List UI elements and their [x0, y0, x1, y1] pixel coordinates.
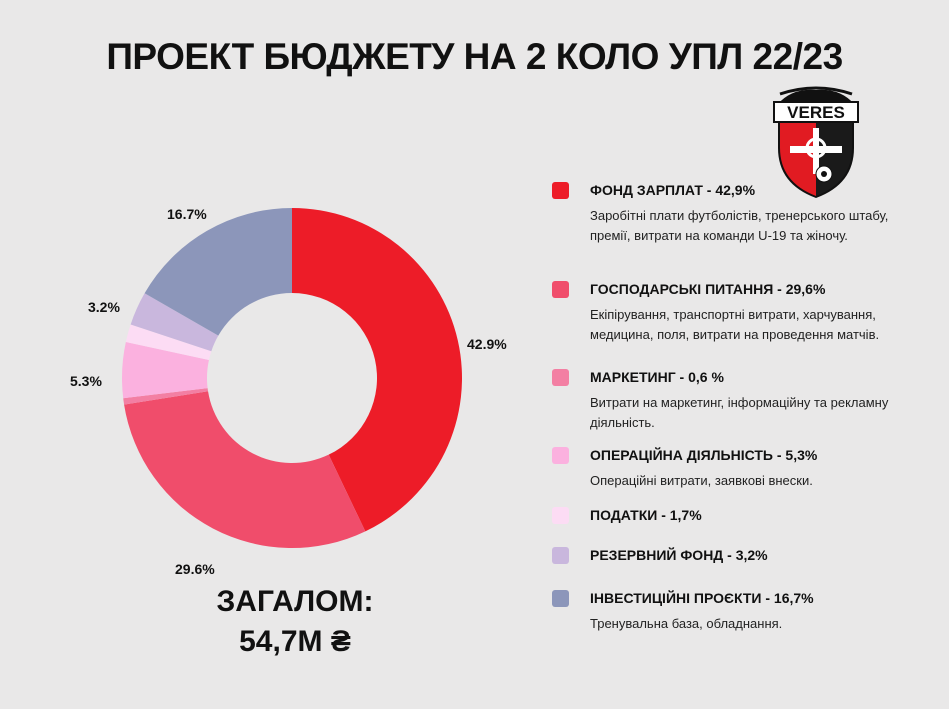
legend-item-title: РЕЗЕРВНИЙ ФОНД - 3,2%	[590, 547, 768, 563]
legend-item-title: ПОДАТКИ - 1,7%	[590, 507, 702, 523]
legend-swatch	[552, 507, 569, 524]
pct-label-hospodarski: 29.6%	[175, 561, 215, 577]
legend-item-title: МАРКЕТИНГ - 0,6 %	[590, 369, 724, 385]
legend-item-desc: Екіпірування, транспортні витрати, харчу…	[590, 307, 880, 342]
legend-item-desc: Операційні витрати, заявкові внески.	[590, 473, 813, 488]
legend-swatch	[552, 547, 569, 564]
logo-text: VERES	[787, 103, 845, 122]
legend-item-title: ІНВЕСТИЦІЙНІ ПРОЄКТИ - 16,7%	[590, 590, 814, 606]
donut-slice-5	[130, 293, 219, 352]
legend-swatch	[552, 369, 569, 386]
legend-item-desc: Витрати на маркетинг, інформаційну та ре…	[590, 395, 889, 430]
legend-swatch	[552, 281, 569, 298]
donut-slice-4	[125, 324, 212, 360]
page-title: ПРОЕКТ БЮДЖЕТУ НА 2 КОЛО УПЛ 22/23	[106, 36, 843, 77]
legend-item-title: ФОНД ЗАРПЛАТ - 42,9%	[590, 182, 756, 198]
legend-item-desc: Тренувальна база, обладнання.	[590, 616, 783, 631]
legend-swatch	[552, 182, 569, 199]
veres-crest-icon: VERES	[773, 86, 859, 198]
total-value: 54,7М ₴	[239, 625, 351, 658]
legend-item-title: ОПЕРАЦІЙНА ДІЯЛЬНІСТЬ - 5,3%	[590, 447, 818, 463]
total-label: ЗАГАЛОМ:	[216, 585, 374, 618]
legend-swatch	[552, 590, 569, 607]
donut-slice-0	[292, 208, 463, 532]
legend-swatch	[552, 447, 569, 464]
legend-item-desc: Заробітні плати футболістів, тренерськог…	[590, 208, 889, 243]
donut-slice-1	[124, 391, 366, 549]
pct-label-rezervnyi: 3.2%	[88, 299, 120, 315]
pct-label-investytsiyni: 16.7%	[167, 206, 207, 222]
donut-slice-3	[122, 341, 209, 399]
pct-label-fond-zarplat: 42.9%	[467, 336, 507, 352]
pct-label-operatsiyna: 5.3%	[70, 373, 102, 389]
donut-slice-2	[123, 388, 209, 405]
donut-slice-6	[144, 208, 292, 336]
legend-item-title: ГОСПОДАРСЬКІ ПИТАННЯ - 29,6%	[590, 281, 826, 297]
